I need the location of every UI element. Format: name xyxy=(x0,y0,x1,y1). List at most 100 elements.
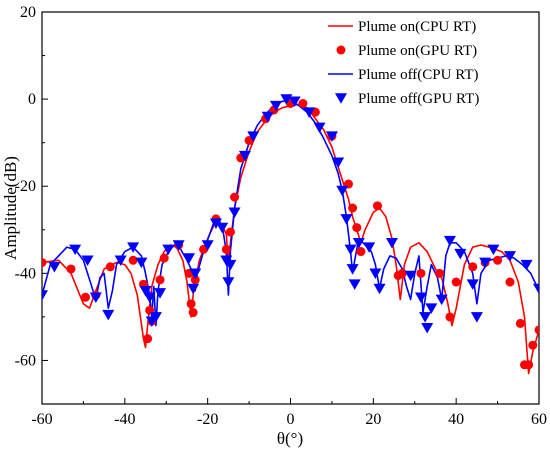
data-point-triangle xyxy=(216,222,229,234)
y-tick-label: 20 xyxy=(20,4,36,21)
data-point-triangle xyxy=(201,240,214,251)
data-point-circle xyxy=(348,203,358,213)
series-3 xyxy=(42,94,539,334)
data-point-triangle xyxy=(238,150,251,162)
data-point-circle xyxy=(528,340,538,350)
data-point-triangle xyxy=(247,131,260,142)
data-point-circle xyxy=(190,275,200,285)
data-point-circle xyxy=(143,334,153,344)
legend-entry: Plume on(CPU RT) xyxy=(328,19,476,35)
legend-label: Plume off(CPU RT) xyxy=(358,67,479,83)
data-point-circle xyxy=(534,325,539,335)
data-point-triangle xyxy=(533,283,539,295)
data-point-circle xyxy=(105,262,115,272)
data-point-circle xyxy=(397,268,407,278)
data-point-triangle xyxy=(344,244,357,256)
data-point-triangle xyxy=(385,238,398,249)
data-point-triangle xyxy=(419,312,432,323)
data-point-triangle xyxy=(81,255,94,266)
data-point-triangle xyxy=(303,107,316,118)
data-point-triangle xyxy=(414,292,427,303)
x-tick-label: -40 xyxy=(114,411,135,428)
data-point-circle xyxy=(225,227,235,237)
series-layer xyxy=(42,94,539,375)
data-point-circle xyxy=(298,98,308,108)
data-point-triangle xyxy=(228,207,241,219)
data-point-triangle xyxy=(69,244,82,256)
legend: Plume on(CPU RT) Plume on(GPU RT) Plume of… xyxy=(328,19,479,107)
data-point-triangle xyxy=(346,264,359,275)
legend-triangle-swatch xyxy=(335,93,347,104)
data-point-triangle xyxy=(102,309,115,321)
data-point-triangle xyxy=(89,292,102,303)
data-point-triangle xyxy=(209,218,222,229)
data-point-triangle xyxy=(487,244,500,256)
data-point-circle xyxy=(128,255,138,265)
data-point-triangle xyxy=(313,122,326,134)
data-point-triangle xyxy=(183,253,196,264)
data-point-triangle xyxy=(143,292,156,303)
data-point-triangle xyxy=(154,288,167,299)
data-point-triangle xyxy=(520,259,533,271)
data-point-triangle xyxy=(187,283,200,295)
data-point-circle xyxy=(155,275,165,285)
legend-label: Plume on(GPU RT) xyxy=(358,43,477,59)
x-tick-label: -20 xyxy=(197,411,218,428)
data-point-triangle xyxy=(348,279,361,290)
data-point-triangle xyxy=(288,96,301,107)
data-point-triangle xyxy=(189,268,202,280)
data-point-circle xyxy=(159,253,169,263)
x-tick-labels: -60 -40 -20 0 20 40 60 xyxy=(31,411,547,428)
data-point-triangle xyxy=(340,214,353,225)
x-tick-label: 0 xyxy=(287,411,295,428)
data-point-circle xyxy=(416,268,426,278)
plot-frame xyxy=(41,11,540,405)
data-point-triangle xyxy=(369,268,382,280)
data-point-triangle xyxy=(127,242,140,253)
data-point-triangle xyxy=(139,285,152,297)
data-point-triangle xyxy=(363,242,376,253)
data-point-circle xyxy=(524,360,534,370)
legend-label: Plume off(GPU RT) xyxy=(358,91,479,107)
legend-entry: Plume on(GPU RT) xyxy=(336,43,477,59)
data-point-triangle xyxy=(325,131,338,142)
data-point-circle xyxy=(493,255,503,265)
legend-circle-swatch xyxy=(336,45,346,55)
data-point-circle xyxy=(372,201,382,211)
data-point-circle xyxy=(80,292,90,302)
x-axis-title: θ(°) xyxy=(277,429,303,448)
data-point-triangle xyxy=(224,259,237,271)
data-point-triangle xyxy=(135,257,148,269)
data-point-triangle xyxy=(332,157,345,168)
legend-entry: Plume off(GPU RT) xyxy=(335,91,479,107)
data-point-triangle xyxy=(373,283,386,295)
data-point-triangle xyxy=(270,100,283,112)
data-point-triangle xyxy=(162,244,175,256)
data-point-triangle xyxy=(404,270,417,282)
data-point-circle xyxy=(451,277,461,287)
x-tick-label: 20 xyxy=(365,411,381,428)
y-tick-label: -40 xyxy=(15,265,36,282)
data-point-triangle xyxy=(504,251,517,262)
data-point-circle xyxy=(352,223,362,233)
data-point-triangle xyxy=(425,303,438,314)
data-point-triangle xyxy=(336,185,349,197)
y-tick-label: -20 xyxy=(15,178,36,195)
data-point-circle xyxy=(445,312,455,322)
data-point-triangle xyxy=(261,111,274,123)
data-point-triangle xyxy=(466,279,479,290)
data-point-triangle xyxy=(48,262,61,273)
data-point-triangle xyxy=(352,238,365,249)
data-point-circle xyxy=(230,192,240,202)
data-point-triangle xyxy=(114,255,127,266)
data-point-circle xyxy=(66,264,76,274)
y-tick-label: 0 xyxy=(28,91,36,108)
data-point-triangle xyxy=(443,235,456,247)
data-point-circle xyxy=(221,244,231,254)
data-point-triangle xyxy=(149,312,162,323)
data-point-circle xyxy=(505,277,515,287)
data-point-triangle xyxy=(454,248,467,260)
y-tick-labels: -60 -40 -20 0 20 xyxy=(15,4,36,369)
data-point-triangle xyxy=(42,290,48,301)
y-tick-label: -60 xyxy=(15,352,36,369)
